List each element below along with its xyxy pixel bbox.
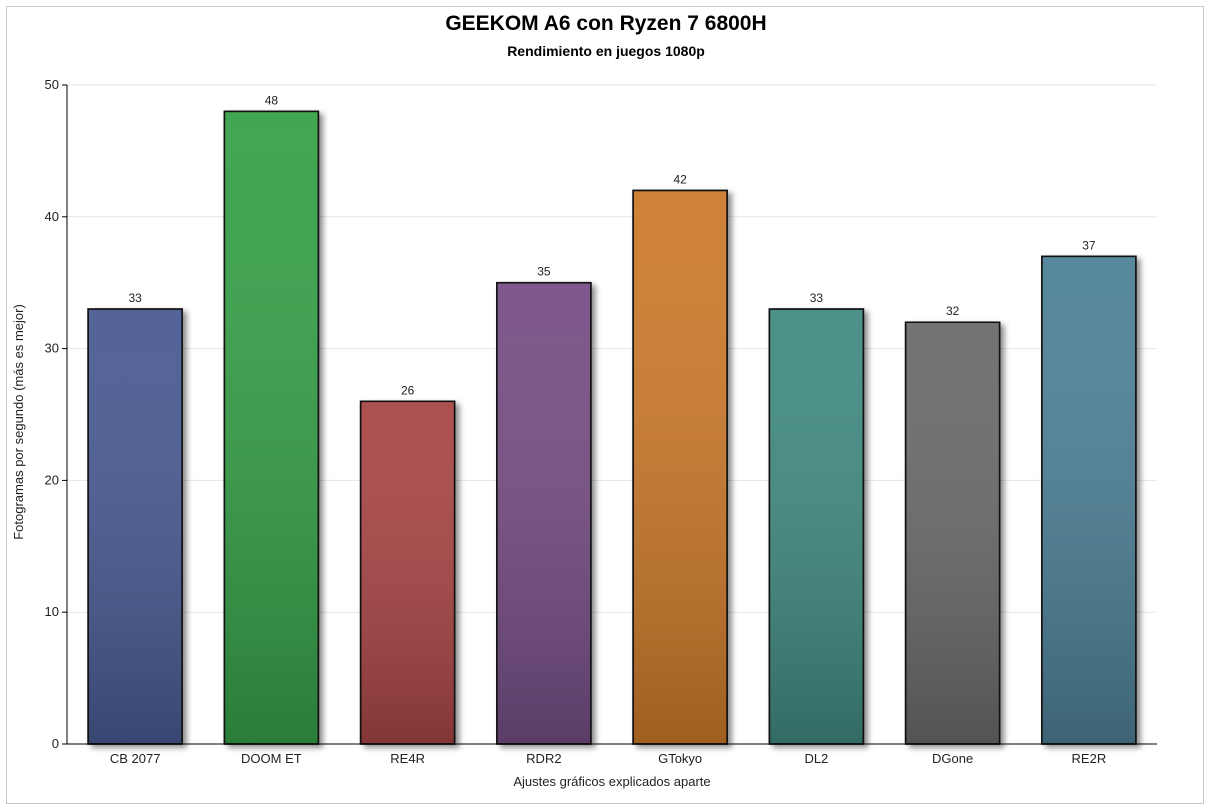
y-tick-label: 50 [45,77,59,92]
x-tick-label: RE2R [1072,751,1107,766]
x-tick-label: DL2 [804,751,828,766]
bar-chart: GEEKOM A6 con Ryzen 7 6800H Rendimiento … [11,12,1157,789]
bar-value-label: 26 [401,383,415,397]
bar-value-label: 32 [946,304,960,318]
bar-value-label: 37 [1082,238,1096,252]
x-tick-label: DGone [932,751,973,766]
bar-value-label: 48 [265,93,279,107]
bar-value-label: 35 [537,265,551,279]
bar-shading [496,281,592,745]
y-tick-label: 10 [45,604,59,619]
y-tick-label: 0 [52,736,59,751]
y-tick-label: 30 [45,341,59,356]
bar-shading [632,189,728,745]
chart-frame: GEEKOM A6 con Ryzen 7 6800H Rendimiento … [6,6,1204,804]
x-tick-label: GTokyo [658,751,702,766]
chart-subtitle: Rendimiento en juegos 1080p [507,43,705,59]
y-tick-label: 40 [45,209,59,224]
x-tick-label: DOOM ET [241,751,302,766]
chart-title: GEEKOM A6 con Ryzen 7 6800H [445,12,766,35]
bar-value-label: 33 [128,291,142,305]
x-tick-label: RDR2 [526,751,561,766]
axes: 0 10 20 30 40 50 CB 2077 DOOM ET RE4R RDR2 GTokyo D… [45,77,1157,766]
x-tick-label: RE4R [390,751,425,766]
bar-shading [1041,255,1137,745]
bar-shading [768,308,865,745]
bar-shading [87,308,183,745]
bar-shading [223,110,320,745]
bars: 33 48 26 35 42 33 32 37 [87,93,1137,745]
y-tick-label: 20 [45,472,59,487]
bar-shading [904,321,1001,745]
bar-value-label: 42 [673,172,687,186]
x-tick-label: CB 2077 [110,751,161,766]
bar-shading [359,400,456,745]
y-axis-title: Fotogramas por segundo (más es mejor) [11,304,26,540]
bar-value-label: 33 [810,291,824,305]
x-axis-title: Ajustes gráficos explicados aparte [513,774,710,789]
